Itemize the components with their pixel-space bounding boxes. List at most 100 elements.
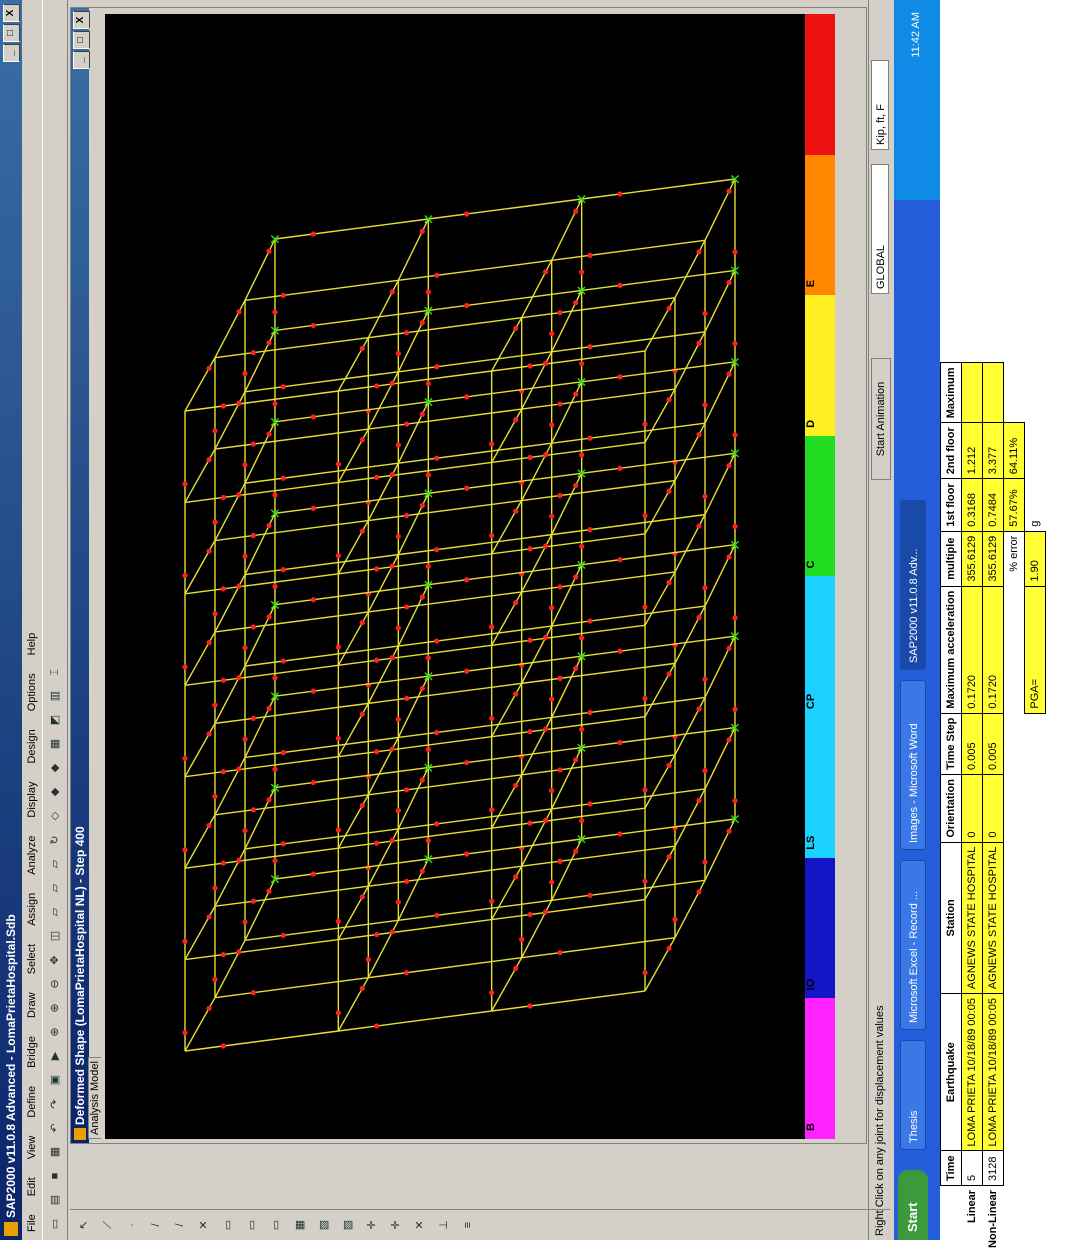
frame-member[interactable] bbox=[521, 442, 553, 501]
plastic-hinge[interactable] bbox=[335, 644, 341, 650]
plastic-hinge[interactable] bbox=[404, 421, 410, 427]
frame-member[interactable] bbox=[704, 270, 736, 333]
frame-member[interactable] bbox=[704, 635, 736, 698]
frame-member[interactable] bbox=[521, 845, 676, 867]
frame-member[interactable] bbox=[214, 519, 369, 542]
frame-member[interactable] bbox=[184, 723, 216, 778]
plastic-hinge[interactable] bbox=[280, 384, 286, 390]
frame-member[interactable] bbox=[491, 990, 646, 1012]
plastic-hinge[interactable] bbox=[726, 737, 732, 743]
frame-member[interactable] bbox=[338, 736, 492, 758]
frame-member[interactable] bbox=[244, 695, 276, 758]
plastic-hinge[interactable] bbox=[395, 533, 401, 539]
plastic-hinge[interactable] bbox=[702, 768, 708, 774]
plastic-hinge[interactable] bbox=[310, 779, 316, 786]
plastic-hinge[interactable] bbox=[642, 695, 648, 702]
frame-member[interactable] bbox=[338, 918, 492, 941]
plastic-hinge[interactable] bbox=[587, 801, 593, 807]
plastic-hinge[interactable] bbox=[527, 729, 533, 735]
frame-member[interactable] bbox=[521, 296, 676, 319]
plastic-hinge[interactable] bbox=[557, 767, 563, 773]
plastic-hinge[interactable] bbox=[732, 615, 738, 621]
frame-member[interactable] bbox=[338, 461, 492, 484]
frame-member[interactable] bbox=[244, 462, 399, 484]
plastic-hinge[interactable] bbox=[557, 675, 563, 681]
plastic-hinge[interactable] bbox=[220, 951, 226, 958]
frame-member[interactable] bbox=[551, 331, 706, 353]
plastic-hinge[interactable] bbox=[587, 252, 593, 258]
plastic-hinge[interactable] bbox=[489, 990, 495, 996]
frame-member[interactable] bbox=[184, 390, 339, 412]
support-icon[interactable]: ✕ bbox=[728, 448, 744, 460]
plastic-hinge[interactable] bbox=[389, 472, 395, 478]
support-icon[interactable]: ✕ bbox=[575, 833, 591, 845]
frame-member[interactable] bbox=[521, 625, 553, 684]
plastic-hinge[interactable] bbox=[464, 211, 470, 217]
plastic-hinge[interactable] bbox=[310, 414, 316, 420]
frame-member[interactable] bbox=[521, 351, 553, 410]
lock-icon[interactable]: ▣ bbox=[49, 1074, 61, 1086]
frame-member[interactable] bbox=[244, 878, 276, 941]
plastic-hinge[interactable] bbox=[587, 527, 593, 533]
sub-maximize-button[interactable]: □ bbox=[73, 31, 90, 49]
plastic-hinge[interactable] bbox=[335, 918, 341, 924]
support-icon[interactable]: ✕ bbox=[421, 853, 437, 865]
support-icon[interactable]: ✕ bbox=[575, 285, 591, 297]
plastic-hinge[interactable] bbox=[212, 611, 218, 617]
frame-member[interactable] bbox=[214, 976, 369, 999]
frame-member[interactable] bbox=[674, 605, 706, 664]
maximize-button[interactable]: □ bbox=[3, 24, 20, 42]
plastic-hinge[interactable] bbox=[464, 668, 470, 674]
frame-member[interactable] bbox=[397, 401, 429, 464]
plastic-hinge[interactable] bbox=[464, 759, 470, 766]
draw-braces-icon[interactable]: ✕ bbox=[198, 1220, 210, 1230]
frame-member[interactable] bbox=[368, 316, 522, 339]
frame-member[interactable] bbox=[214, 702, 369, 725]
plastic-hinge[interactable] bbox=[489, 807, 495, 813]
support-icon[interactable]: ✕ bbox=[268, 782, 284, 794]
support-icon[interactable]: ✕ bbox=[268, 873, 284, 885]
plastic-hinge[interactable] bbox=[732, 706, 738, 712]
frame-member[interactable] bbox=[214, 336, 369, 359]
plastic-hinge[interactable] bbox=[527, 911, 533, 918]
plastic-hinge[interactable] bbox=[666, 397, 672, 403]
plastic-hinge[interactable] bbox=[212, 885, 218, 891]
plastic-hinge[interactable] bbox=[642, 512, 648, 519]
plastic-hinge[interactable] bbox=[513, 508, 519, 514]
frame-member[interactable] bbox=[244, 421, 276, 484]
sub-minimize-button[interactable]: _ bbox=[73, 51, 90, 69]
plastic-hinge[interactable] bbox=[642, 787, 648, 793]
plastic-hinge[interactable] bbox=[573, 665, 579, 672]
start-animation-button[interactable]: Start Animation bbox=[871, 358, 891, 480]
plastic-hinge[interactable] bbox=[549, 330, 555, 337]
frame-member[interactable] bbox=[397, 767, 429, 830]
plastic-hinge[interactable] bbox=[419, 320, 425, 326]
frame-member[interactable] bbox=[274, 401, 429, 423]
plastic-hinge[interactable] bbox=[206, 548, 212, 554]
plastic-hinge[interactable] bbox=[434, 821, 440, 827]
plastic-hinge[interactable] bbox=[182, 481, 188, 487]
plastic-hinge[interactable] bbox=[389, 929, 395, 935]
plastic-hinge[interactable] bbox=[464, 394, 470, 400]
support-icon[interactable]: ✕ bbox=[575, 650, 591, 662]
view-xy-icon[interactable]: ▱ bbox=[49, 907, 61, 917]
frame-member[interactable] bbox=[244, 645, 399, 667]
frame-member[interactable] bbox=[644, 845, 676, 900]
plastic-hinge[interactable] bbox=[419, 777, 425, 783]
plastic-hinge[interactable] bbox=[666, 580, 672, 586]
snap-midpoint-icon[interactable]: ✛ bbox=[390, 1220, 402, 1230]
plastic-hinge[interactable] bbox=[310, 688, 316, 694]
plastic-hinge[interactable] bbox=[557, 492, 563, 499]
frame-member[interactable] bbox=[214, 391, 246, 450]
deformed-shape-icon[interactable]: ◩ bbox=[49, 714, 61, 726]
plastic-hinge[interactable] bbox=[696, 797, 702, 803]
frame-member[interactable] bbox=[244, 512, 276, 575]
plastic-hinge[interactable] bbox=[666, 305, 672, 311]
frame-member[interactable] bbox=[428, 472, 582, 494]
frame-member[interactable] bbox=[338, 644, 492, 666]
plastic-hinge[interactable] bbox=[425, 289, 431, 295]
plastic-hinge[interactable] bbox=[617, 557, 623, 563]
frame-member[interactable] bbox=[581, 452, 736, 474]
menu-bridge[interactable]: Bridge bbox=[26, 1036, 38, 1068]
frame-member[interactable] bbox=[491, 500, 523, 555]
